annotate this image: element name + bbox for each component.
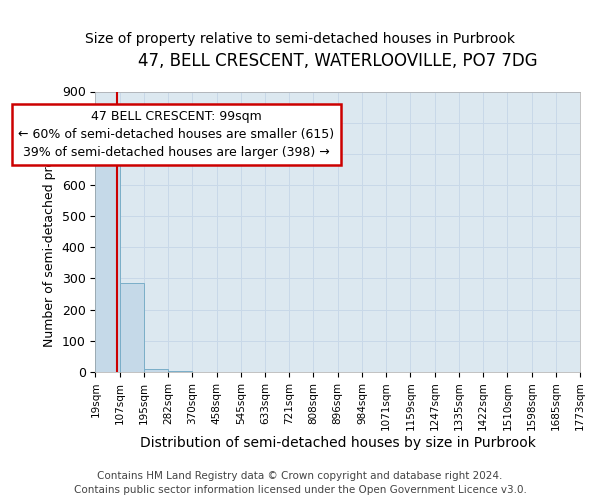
Bar: [95, 138, 119, 372]
X-axis label: Distribution of semi-detached houses by size in Purbrook: Distribution of semi-detached houses by …: [140, 436, 536, 450]
Text: 47 BELL CRESCENT: 99sqm
← 60% of semi-detached houses are smaller (615)
39% of s: 47 BELL CRESCENT: 99sqm ← 60% of semi-de…: [18, 110, 334, 159]
Bar: [119, 283, 144, 372]
Text: Size of property relative to semi-detached houses in Purbrook: Size of property relative to semi-detach…: [85, 32, 515, 46]
Text: Contains HM Land Registry data © Crown copyright and database right 2024.
Contai: Contains HM Land Registry data © Crown c…: [74, 471, 526, 495]
Title: 47, BELL CRESCENT, WATERLOOVILLE, PO7 7DG: 47, BELL CRESCENT, WATERLOOVILLE, PO7 7D…: [138, 52, 538, 70]
Y-axis label: Number of semi-detached properties: Number of semi-detached properties: [43, 116, 56, 348]
Bar: [144, 369, 168, 372]
